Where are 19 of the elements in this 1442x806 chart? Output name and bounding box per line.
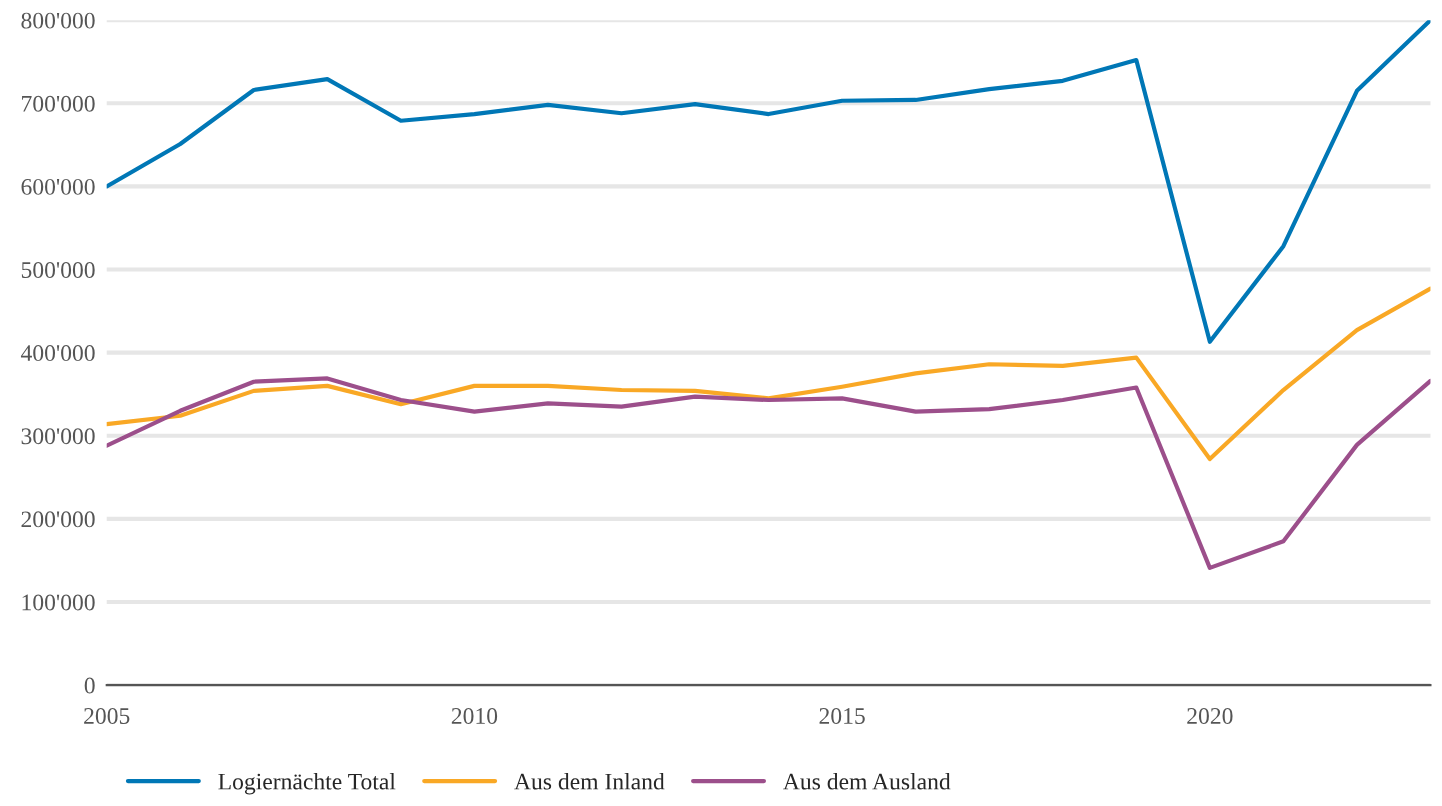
line-series [106,376,1431,570]
x-tick-label: 2010 [451,708,498,724]
x-tick-label: 2020 [1187,708,1233,724]
x-tick-label: 2015 [819,708,865,724]
y-tick-label: 100'000 [22,594,95,611]
y-tick-label: 200'000 [21,511,95,528]
legend-label: Aus dem Inland [514,772,665,790]
y-tick-label: 0 [84,677,95,694]
y-tick-label: 300'000 [21,428,95,445]
x-tick-label: 2005 [84,708,130,724]
legend-label: Logiernächte Total [218,772,396,795]
y-tick-label: 700'000 [22,95,95,112]
y-tick-label: 800'000 [21,12,95,29]
y-tick-label: 400'000 [20,345,95,362]
legend-label: Aus dem Ausland [783,772,951,790]
y-tick-label: 600'000 [21,178,95,195]
line-series [106,20,1431,344]
y-tick-label: 500'000 [21,262,95,278]
line-series [106,286,1431,462]
